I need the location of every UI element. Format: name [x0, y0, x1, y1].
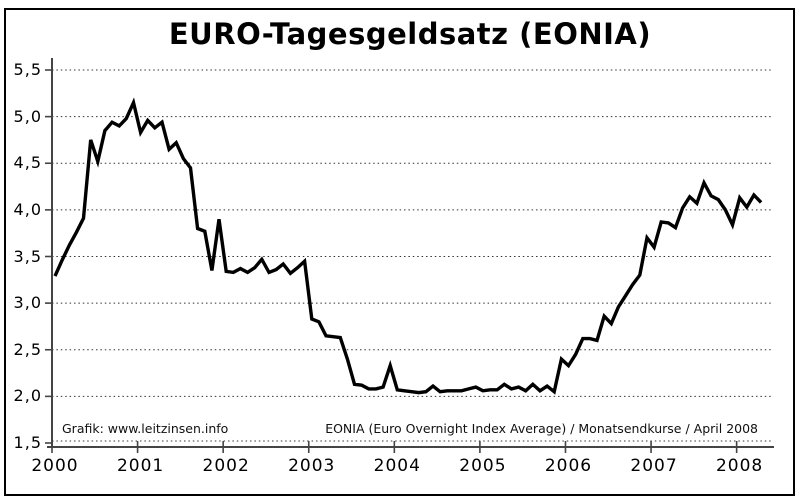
x-tick-label: 2002 — [202, 456, 250, 476]
chart-frame — [4, 8, 795, 496]
x-tick-label: 2004 — [373, 456, 421, 476]
source-note-right: EONIA (Euro Overnight Index Average) / M… — [325, 421, 758, 436]
chart-title: EURO-Tagesgeldsatz (EONIA) — [168, 17, 652, 51]
y-tick-label: 5,0 — [13, 106, 42, 126]
y-tick-label: 5,5 — [13, 60, 42, 79]
y-tick-label: 2,5 — [13, 339, 42, 359]
x-tick-label: 2006 — [544, 456, 593, 476]
x-tick-label: 2000 — [31, 456, 79, 476]
x-tick-label: 2003 — [288, 456, 336, 476]
y-tick-label: 2,0 — [13, 386, 42, 406]
y-tick-label: 3,5 — [13, 246, 42, 266]
y-tick-label: 1,5 — [13, 433, 42, 452]
y-tick-label: 3,0 — [13, 293, 42, 313]
eonia-line-series — [53, 97, 763, 395]
y-tick-label: 4,5 — [13, 153, 42, 173]
x-tick-label: 2008 — [715, 456, 764, 476]
y-tick-label: 4,0 — [13, 199, 42, 219]
x-tick-label: 2007 — [630, 456, 678, 476]
source-note-left: Grafik: www.leitzinsen.info — [62, 421, 229, 436]
x-tick-label: 2001 — [116, 456, 165, 476]
x-tick-label: 2005 — [459, 456, 507, 476]
